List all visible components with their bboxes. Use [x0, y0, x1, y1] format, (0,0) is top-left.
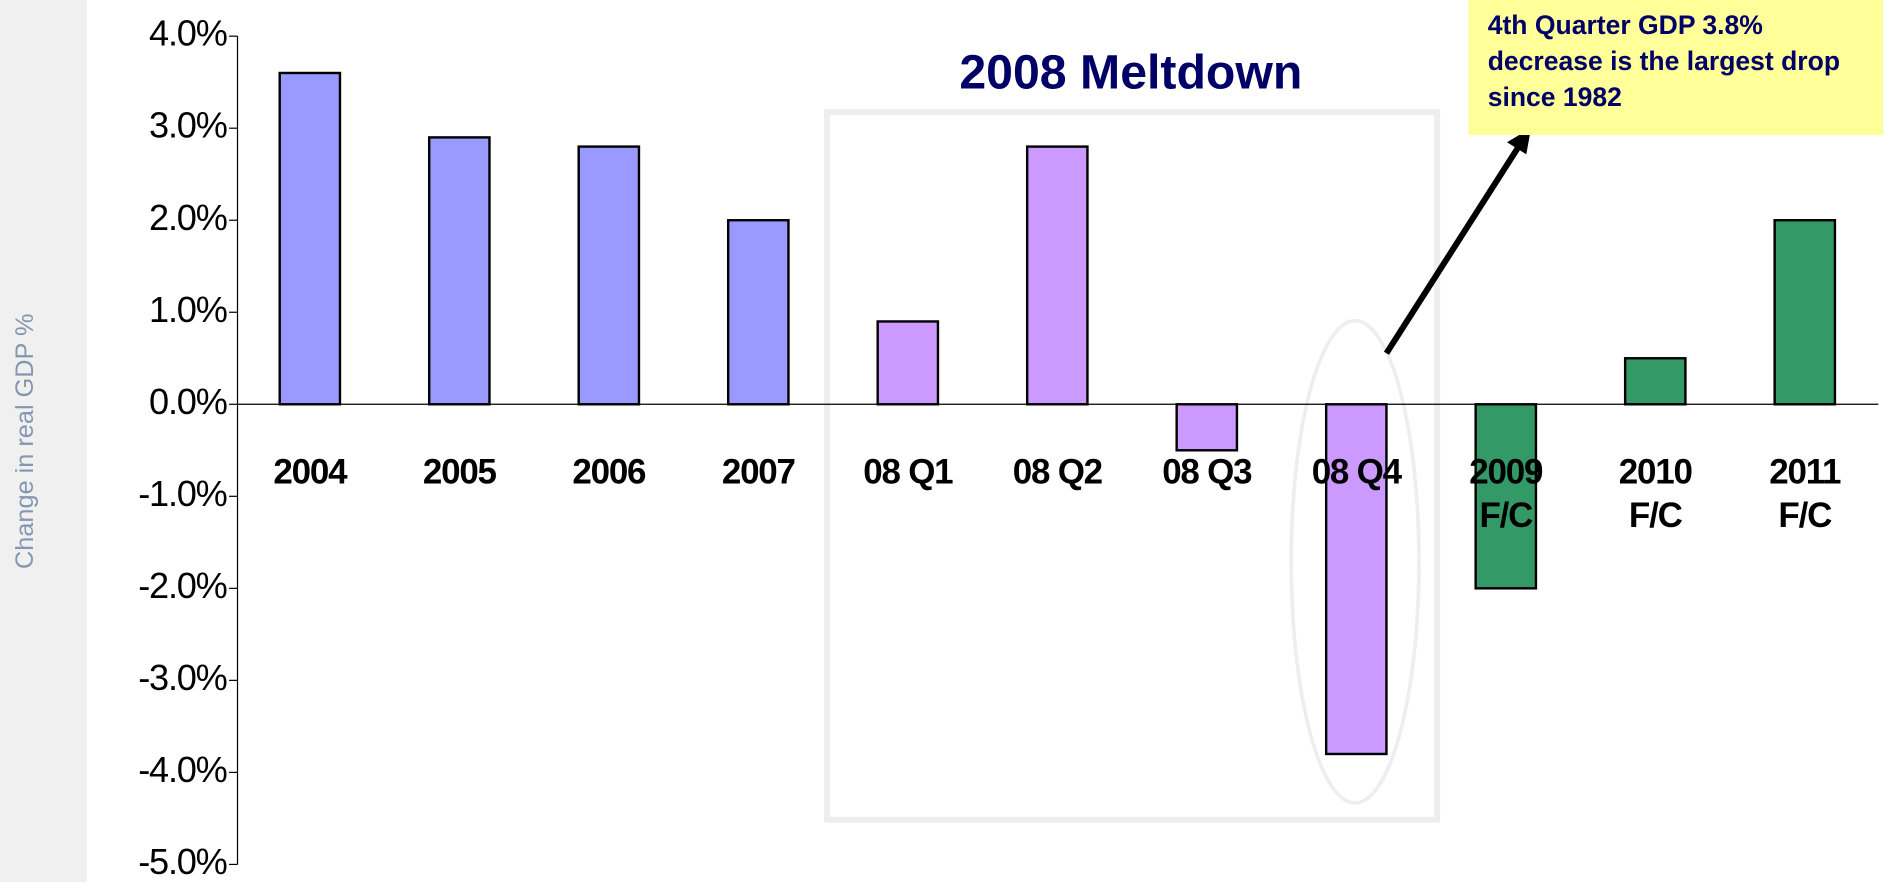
x-tick-label: 2004 [273, 453, 347, 492]
bar [1025, 145, 1089, 406]
bar [1623, 357, 1687, 406]
x-tick-label: 08 Q1 [863, 453, 953, 492]
y-tick-label: 2.0% [149, 197, 227, 238]
arrow [1383, 140, 1525, 355]
x-tick-label: 08 Q2 [1012, 453, 1103, 492]
highlight-box [824, 109, 1441, 823]
x-tick-label: 2005 [422, 453, 497, 492]
y-tick-label: 0.0% [149, 381, 227, 422]
bar [427, 136, 491, 406]
highlight-ellipse [1289, 318, 1421, 805]
bar [726, 219, 790, 406]
bar [1324, 403, 1388, 756]
bar [1773, 219, 1837, 406]
x-tick-label: 2010 F/C [1618, 453, 1693, 536]
y-tick-label: -2.0% [138, 565, 226, 606]
x-tick-label: 2011 F/C [1769, 453, 1841, 536]
x-tick-label: 2009 F/C [1469, 453, 1543, 536]
y-tick-label: -4.0% [138, 749, 226, 790]
bar [577, 145, 641, 406]
y-tick-label: 1.0% [149, 289, 227, 330]
y-tick-label: -1.0% [138, 473, 226, 514]
y-tick-label: -5.0% [138, 841, 226, 882]
bar [1474, 403, 1538, 590]
y-axis-label: Change in real GDP % [11, 314, 39, 569]
y-tick-label: 3.0% [149, 105, 227, 146]
x-tick-label: 08 Q3 [1162, 453, 1252, 492]
bar [876, 320, 940, 406]
side-panel [0, 0, 87, 882]
y-tick-label: 4.0% [149, 13, 227, 54]
bar [278, 71, 342, 406]
x-tick-label: 2007 [721, 453, 796, 492]
y-tick-label: -3.0% [138, 657, 226, 698]
annotation: 4th Quarter GDP 3.8% decrease is the lar… [1468, 0, 1884, 136]
x-tick-label: 2006 [572, 453, 646, 492]
x-tick-label: 08 Q4 [1311, 453, 1402, 492]
bar [1175, 403, 1239, 452]
chart-title: 2008 Meltdown [959, 46, 1302, 100]
